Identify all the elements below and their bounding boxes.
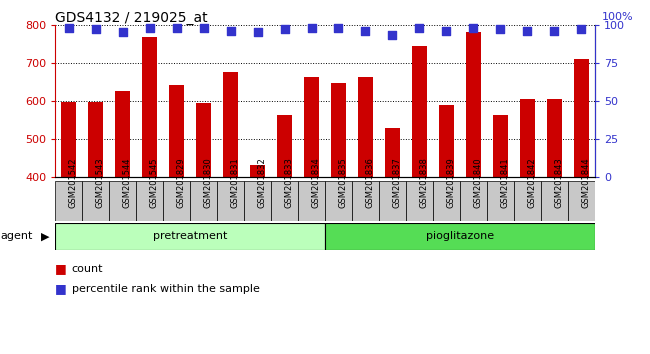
Bar <box>136 181 163 221</box>
Bar <box>277 115 292 329</box>
Text: GSM201829: GSM201829 <box>177 157 186 208</box>
Bar <box>244 181 271 221</box>
Text: GSM201832: GSM201832 <box>257 157 266 208</box>
Point <box>198 25 209 31</box>
Text: agent: agent <box>1 231 33 241</box>
Point <box>576 27 586 32</box>
Bar <box>298 181 325 221</box>
Text: GDS4132 / 219025_at: GDS4132 / 219025_at <box>55 11 208 25</box>
Point <box>306 25 317 31</box>
Text: GSM201838: GSM201838 <box>419 157 428 208</box>
Text: GSM201835: GSM201835 <box>339 157 348 208</box>
Text: 100%: 100% <box>602 12 633 22</box>
Point <box>280 27 290 32</box>
Text: GSM201542: GSM201542 <box>69 157 78 208</box>
Bar <box>82 181 109 221</box>
Bar <box>109 181 136 221</box>
Bar <box>406 181 433 221</box>
Point <box>468 25 478 31</box>
Text: GSM201841: GSM201841 <box>500 157 510 208</box>
Bar <box>358 77 373 329</box>
Text: GSM201543: GSM201543 <box>96 157 105 208</box>
Bar <box>223 72 238 329</box>
Bar <box>169 85 184 329</box>
Text: GSM201842: GSM201842 <box>527 157 536 208</box>
Bar <box>61 102 76 329</box>
Bar <box>514 181 541 221</box>
Point <box>90 27 101 32</box>
Point <box>522 28 532 34</box>
Point <box>172 25 182 31</box>
Text: pioglitazone: pioglitazone <box>426 231 494 241</box>
Bar <box>271 181 298 221</box>
Bar <box>460 181 487 221</box>
Bar <box>88 102 103 329</box>
Point <box>144 25 155 31</box>
Point <box>252 29 263 35</box>
Bar <box>352 181 379 221</box>
Bar <box>568 181 595 221</box>
Bar <box>196 103 211 329</box>
Bar <box>304 76 319 329</box>
Bar <box>433 181 460 221</box>
Point <box>333 25 344 31</box>
Text: count: count <box>72 264 103 274</box>
Bar <box>190 181 217 221</box>
Point <box>414 25 424 31</box>
Text: pretreatment: pretreatment <box>153 231 228 241</box>
Bar <box>574 59 589 329</box>
Bar <box>163 181 190 221</box>
Point <box>360 28 370 34</box>
Text: ▶: ▶ <box>41 231 49 241</box>
Text: GSM201545: GSM201545 <box>150 157 159 208</box>
Bar <box>487 181 514 221</box>
Bar <box>520 99 535 329</box>
Text: GSM201840: GSM201840 <box>473 157 482 208</box>
Bar <box>385 128 400 329</box>
Bar <box>412 46 427 329</box>
Bar <box>439 105 454 329</box>
Bar <box>55 223 325 250</box>
Text: GSM201544: GSM201544 <box>123 157 132 208</box>
Bar <box>547 99 562 329</box>
Point <box>226 28 236 34</box>
Bar <box>466 32 481 329</box>
Point <box>387 33 398 38</box>
Text: GSM201839: GSM201839 <box>447 157 456 208</box>
Text: GSM201836: GSM201836 <box>365 157 374 208</box>
Point <box>549 28 560 34</box>
Bar <box>325 181 352 221</box>
Bar <box>115 91 130 329</box>
Text: GSM201843: GSM201843 <box>554 157 564 208</box>
Text: ■: ■ <box>55 282 67 295</box>
Bar <box>331 83 346 329</box>
Bar <box>493 115 508 329</box>
Text: GSM201833: GSM201833 <box>285 157 294 208</box>
Point <box>118 29 128 35</box>
Text: percentile rank within the sample: percentile rank within the sample <box>72 284 259 293</box>
Bar <box>55 181 82 221</box>
Point <box>441 28 452 34</box>
Text: GSM201830: GSM201830 <box>203 157 213 208</box>
Text: ■: ■ <box>55 263 67 275</box>
Bar <box>379 181 406 221</box>
Text: GSM201834: GSM201834 <box>311 157 320 208</box>
Text: GSM201837: GSM201837 <box>393 157 402 208</box>
Bar <box>325 223 595 250</box>
Bar <box>541 181 568 221</box>
Point <box>495 27 506 32</box>
Bar <box>250 165 265 329</box>
Point <box>64 25 74 31</box>
Bar <box>142 36 157 329</box>
Text: GSM201831: GSM201831 <box>231 157 240 208</box>
Bar <box>217 181 244 221</box>
Text: GSM201844: GSM201844 <box>581 157 590 208</box>
